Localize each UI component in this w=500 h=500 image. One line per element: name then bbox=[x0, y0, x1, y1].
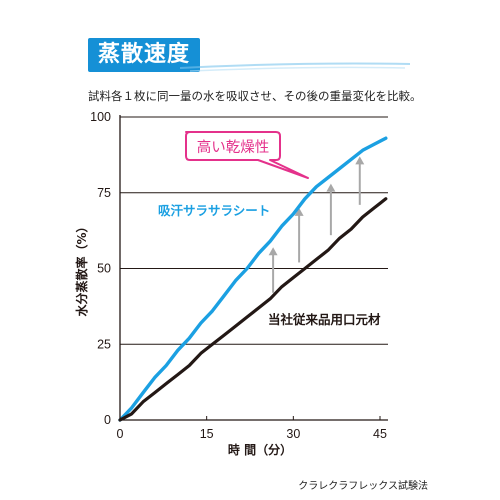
series-label-sheet: 吸汗サラサラシート bbox=[158, 203, 270, 218]
improvement-arrow-head bbox=[268, 247, 278, 256]
x-tick-label: 45 bbox=[373, 427, 387, 441]
callout-text: 高い乾燥性 bbox=[197, 139, 270, 156]
improvement-arrow-head bbox=[326, 183, 336, 192]
y-tick-label: 100 bbox=[90, 110, 111, 124]
x-tick-label: 0 bbox=[117, 427, 124, 441]
improvement-arrow-head bbox=[294, 207, 304, 216]
chart-series bbox=[118, 136, 388, 422]
chart-arrows bbox=[268, 156, 365, 293]
chart-callout: 高い乾燥性 bbox=[185, 131, 309, 179]
improvement-arrow-head bbox=[355, 156, 365, 165]
y-tick-label: 50 bbox=[97, 262, 111, 276]
callout-bubble bbox=[185, 131, 309, 179]
y-tick-label: 25 bbox=[97, 337, 111, 351]
title-swoosh-decoration bbox=[180, 62, 410, 72]
x-axis-title: 時 間（分） bbox=[228, 442, 292, 457]
chart-labels: 0 25 50 75 100 0 15 30 45 時 間（分） 水分蒸散率（%） 吸汗サラサラシート… bbox=[74, 110, 387, 457]
series-line-conventional bbox=[118, 197, 388, 422]
y-tick-label: 75 bbox=[97, 186, 111, 200]
test-method-credit: クラレクラフレックス試験法 bbox=[298, 481, 428, 492]
x-tick-label: 15 bbox=[200, 427, 214, 441]
y-tick-label: 0 bbox=[104, 413, 111, 427]
title-banner: 蒸散速度 bbox=[88, 38, 200, 72]
y-axis-title: 水分蒸散率（%） bbox=[74, 220, 89, 316]
chart-subtitle: 試料各１枚に同一量の水を吸収させ、その後の重量変化を比較。 bbox=[88, 89, 422, 103]
series-line-sheet bbox=[118, 136, 388, 422]
chart-axes bbox=[119, 115, 388, 421]
chart-grid bbox=[120, 116, 388, 345]
x-tick-label: 30 bbox=[286, 427, 300, 441]
page-title: 蒸散速度 bbox=[97, 42, 190, 67]
series-label-conventional: 当社従来品用口元材 bbox=[268, 312, 381, 327]
